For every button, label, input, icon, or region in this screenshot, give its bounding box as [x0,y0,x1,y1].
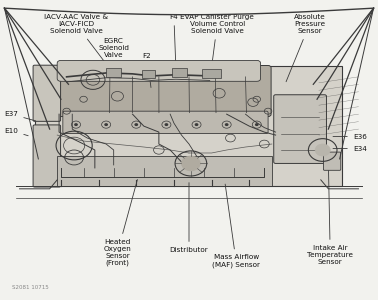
Circle shape [181,156,200,171]
FancyBboxPatch shape [274,95,327,164]
Text: Absolute
Pressure
Sensor: Absolute Pressure Sensor [286,14,325,82]
FancyBboxPatch shape [324,152,341,170]
Text: S2081 10715: S2081 10715 [12,285,49,290]
FancyBboxPatch shape [57,156,272,186]
FancyBboxPatch shape [172,68,187,77]
Text: EVAP Canister Purge
Volume Control
Solenoid Valve: EVAP Canister Purge Volume Control Solen… [180,14,254,79]
FancyBboxPatch shape [35,66,342,186]
Text: Heated
Oxygen
Sensor
(Front): Heated Oxygen Sensor (Front) [104,180,138,266]
FancyBboxPatch shape [63,111,268,134]
Circle shape [225,123,229,126]
Text: F4: F4 [170,14,178,64]
FancyBboxPatch shape [33,125,60,187]
Text: Mass Airflow
(MAF) Sensor: Mass Airflow (MAF) Sensor [212,184,260,268]
Circle shape [104,123,108,126]
Text: Intake Air
Temperature
Sensor: Intake Air Temperature Sensor [307,165,353,265]
Circle shape [135,123,138,126]
Circle shape [195,123,198,126]
Text: EGRC
Solenoid
Valve: EGRC Solenoid Valve [98,38,133,82]
FancyBboxPatch shape [33,65,60,121]
Text: F2: F2 [143,53,151,88]
Text: E36: E36 [333,134,367,140]
FancyBboxPatch shape [142,70,155,78]
Circle shape [255,123,259,126]
Circle shape [315,144,330,156]
Text: E10: E10 [5,128,28,136]
FancyBboxPatch shape [106,68,121,77]
Circle shape [164,123,168,126]
Circle shape [74,123,78,126]
Text: Distributor: Distributor [170,183,208,253]
Text: E37: E37 [5,111,36,121]
Text: E34: E34 [333,146,367,152]
Text: IACV-AAC Valve &
IACV-FICD
Solenoid Valve: IACV-AAC Valve & IACV-FICD Solenoid Valv… [44,14,108,64]
FancyBboxPatch shape [202,69,221,78]
FancyBboxPatch shape [57,60,260,81]
FancyBboxPatch shape [50,65,271,117]
